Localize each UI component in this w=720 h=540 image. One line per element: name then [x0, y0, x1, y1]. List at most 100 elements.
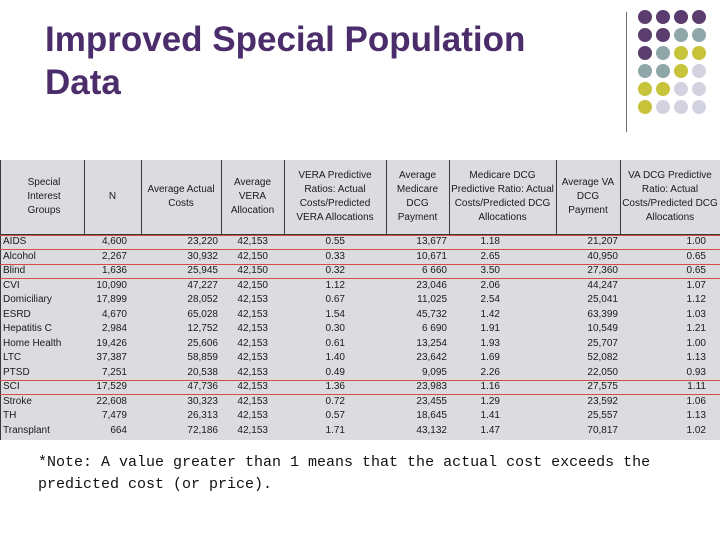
footnote: *Note: A value greater than 1 means that…	[38, 454, 651, 493]
table-cell: 0.72	[325, 395, 345, 407]
table-cell: 42,150	[237, 265, 268, 276]
table-cell: 21,207	[587, 236, 618, 247]
table-cell: 42,153	[237, 352, 268, 363]
row-rule	[0, 379, 720, 381]
table-cell: 45,732	[416, 308, 447, 320]
table-cell: 0.57	[325, 410, 345, 421]
header-column-divider	[449, 160, 450, 234]
decor-dot	[692, 10, 706, 24]
header-column-divider	[556, 160, 557, 234]
table-cell: 1.03	[686, 308, 706, 320]
decor-dot	[692, 100, 706, 114]
table-cell: 2.54	[480, 294, 500, 305]
decor-dot	[638, 10, 652, 24]
table-cell: 47,736	[187, 381, 218, 392]
page-title: Improved Special Population Data	[45, 20, 526, 102]
table-cell: 7,251	[101, 366, 127, 378]
row-rule	[0, 263, 720, 265]
row-label: Domiciliary	[3, 294, 52, 305]
row-label: Home Health	[3, 337, 62, 349]
header-column-divider	[620, 160, 621, 234]
table-cell: 42,153	[237, 236, 268, 247]
table-cell: 52,082	[587, 352, 618, 363]
table-row: AIDS 4,600 23,220 42,153 0.55 13,677 1.18 21,20…	[0, 235, 720, 250]
table-cell: 0.49	[325, 366, 345, 378]
table-cell: 2.26	[480, 366, 500, 378]
table-cell: 10,090	[96, 279, 127, 291]
table-row: SCI 17,529 47,736 42,153 1.36 23,983 1.16 27,57…	[0, 380, 720, 395]
column-header: Medicare DCG Predictive Ratio: Actual Co…	[451, 170, 554, 223]
table-cell: 1.12	[325, 279, 345, 291]
row-label: CVI	[3, 279, 20, 291]
table-cell: 3.50	[480, 265, 500, 276]
table-row: PTSD 7,251 20,538 42,153 0.49 9,095 2.26 22,050…	[0, 366, 720, 381]
table-cell: 23,455	[416, 395, 447, 407]
decor-dot	[674, 10, 688, 24]
header-column-divider	[141, 160, 142, 234]
table-cell: 23,983	[416, 381, 447, 392]
table-cell: 13,677	[416, 236, 447, 247]
table-cell: 17,899	[96, 294, 127, 305]
table-cell: 1,636	[101, 265, 127, 276]
table-cell: 42,153	[237, 366, 268, 378]
table-cell: 22,608	[96, 395, 127, 407]
table-cell: 1.06	[686, 395, 706, 407]
decor-dot	[656, 28, 670, 42]
table-cell: 0.30	[325, 323, 345, 334]
table-cell: 20,538	[187, 366, 218, 378]
decor-dot	[674, 46, 688, 60]
table-cell: 42,153	[237, 424, 268, 436]
table-cell: 0.61	[325, 337, 345, 349]
table-cell: 1.41	[480, 410, 500, 421]
column-header: Average VERA Allocation	[230, 177, 275, 216]
table-cell: 0.65	[686, 250, 706, 262]
table-cell: 44,247	[587, 279, 618, 291]
table-cell: 9,095	[421, 366, 447, 378]
table-cell: 11,025	[417, 294, 447, 305]
table-cell: 40,950	[587, 250, 618, 262]
table-header: Special Interest Groups N Average Actual C…	[0, 160, 720, 234]
table-cell: 42,153	[237, 323, 268, 334]
table-cell: 1.13	[686, 352, 706, 363]
table-cell: 7,479	[101, 410, 127, 421]
decor-dot	[638, 28, 652, 42]
table-cell: 27,360	[587, 265, 618, 276]
table-cell: 664	[110, 424, 127, 436]
row-label: LTC	[3, 352, 22, 363]
table-cell: 37,387	[96, 352, 127, 363]
column-header: VA DCG Predictive Ratio: Actual Costs/Pr…	[622, 170, 718, 223]
decor-dot	[674, 100, 688, 114]
column-header: Average Medicare DCG Payment	[396, 170, 439, 223]
table-cell: 12,752	[187, 323, 218, 334]
table-cell: 1.18	[480, 236, 500, 247]
row-label: ESRD	[3, 308, 31, 320]
table-cell: 42,150	[237, 250, 268, 262]
table-cell: 26,313	[187, 410, 218, 421]
table-cell: 43,132	[416, 424, 447, 436]
table-cell: 1.91	[480, 323, 500, 334]
row-rule	[0, 278, 720, 279]
table-cell: 13,254	[416, 337, 447, 349]
table-row: ESRD 4,670 65,028 42,153 1.54 45,732 1.42 63,39…	[0, 308, 720, 323]
table-cell: 10,671	[416, 250, 447, 262]
table-cell: 2.65	[480, 250, 500, 262]
row-label: Alcohol	[3, 250, 36, 262]
column-header: Average Actual Costs	[147, 184, 215, 209]
table-cell: 4,600	[101, 236, 127, 247]
table-cell: 1.93	[480, 337, 500, 349]
decor-dot	[674, 82, 688, 96]
table-cell: 63,399	[587, 308, 618, 320]
table-cell: 47,227	[187, 279, 218, 291]
table-cell: 28,052	[187, 294, 218, 305]
row-rule	[0, 249, 720, 250]
table-body: AIDS 4,600 23,220 42,153 0.55 13,677 1.18 21,20…	[0, 235, 720, 440]
row-rule	[0, 235, 720, 236]
table-row: Stroke 22,608 30,323 42,153 0.72 23,455 1.29 23…	[0, 395, 720, 410]
table-cell: 1.07	[686, 279, 706, 291]
decor-dot	[656, 64, 670, 78]
table-cell: 1.13	[686, 410, 706, 421]
table-row: Blind 1,636 25,945 42,150 0.32 6 660 3.50 27,36…	[0, 264, 720, 279]
table-cell: 22,050	[587, 366, 618, 378]
table-cell: 30,323	[187, 395, 218, 407]
table-cell: 1.00	[686, 337, 706, 349]
